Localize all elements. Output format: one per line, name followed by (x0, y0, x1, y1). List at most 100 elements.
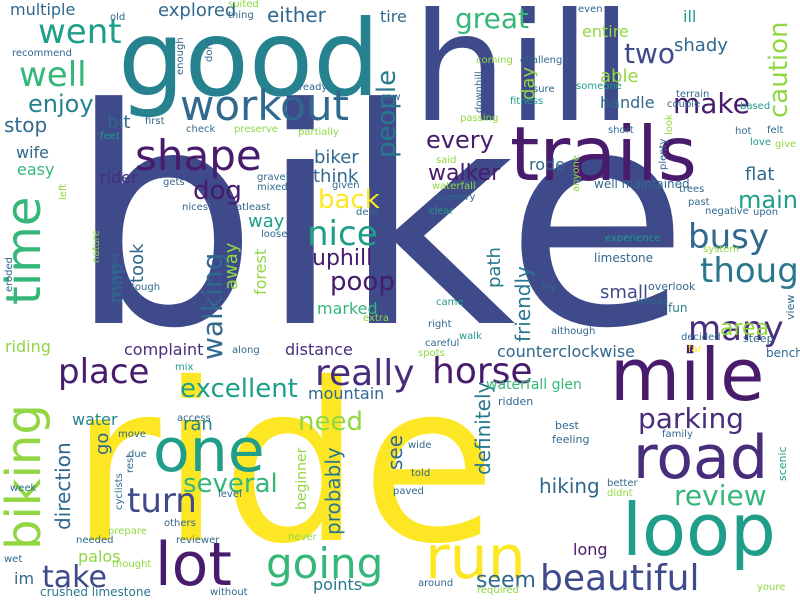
word-palos: palos (78, 547, 121, 566)
word-time: time (0, 197, 52, 305)
word-system: system (703, 244, 739, 255)
word-take: take (42, 560, 107, 595)
word-away: away (221, 242, 242, 290)
word-never: never (288, 532, 318, 543)
word-give: give (775, 139, 796, 150)
word-terrain: terrain (676, 89, 709, 100)
word-best: best (555, 419, 579, 432)
word-overlook: overlook (648, 280, 696, 293)
word-although: although (551, 326, 595, 337)
word-cyclists: cyclists (114, 473, 125, 510)
word-people: people (372, 70, 402, 158)
word-youre: youre (757, 582, 785, 593)
word-turn: turn (127, 481, 197, 521)
word-saw: saw (381, 92, 401, 103)
word-ran: ran (183, 414, 213, 435)
word-preserve: preserve (234, 124, 278, 135)
word-rode: rode (529, 155, 565, 174)
word-look: look (664, 114, 675, 135)
word-thing: thing (228, 10, 254, 21)
word-direction: direction (51, 442, 75, 530)
word-seem: seem (476, 568, 536, 593)
word-multiple: multiple (10, 0, 75, 19)
word-riding: riding (5, 337, 51, 356)
word-fitness: fitness (510, 96, 543, 107)
word-able: able (600, 66, 639, 87)
word-check: check (186, 124, 215, 135)
word-spots: spots (418, 348, 445, 359)
word-flat: flat (745, 164, 774, 185)
word-uphill: uphill (312, 246, 372, 271)
word-way: way (248, 211, 285, 232)
word-limestone: limestone (594, 251, 653, 265)
word-several: several (183, 469, 278, 499)
word-horse: horse (432, 351, 533, 392)
word-came: came (436, 297, 464, 308)
word-tire: tire (380, 7, 407, 26)
word-really: really (315, 353, 415, 394)
word-many: many (688, 309, 784, 349)
word-every: every (426, 126, 494, 154)
word-ill: ill (683, 7, 696, 26)
word-nature: nature (91, 230, 102, 263)
word-trails: trails (510, 110, 697, 198)
word-due: due (128, 449, 147, 460)
word-wife: wife (16, 143, 49, 162)
word-felt: felt (767, 125, 783, 136)
word-scenery: scenery (436, 192, 475, 203)
word-experience: experience (605, 233, 660, 244)
word-around: around (418, 578, 453, 589)
word-suited: suited (228, 0, 259, 10)
word-week: week (10, 483, 36, 494)
word-beautiful: beautiful (540, 558, 700, 599)
word-far: far (688, 344, 703, 355)
word-feeling: feeling (552, 433, 589, 446)
word-benches: benches (766, 346, 800, 360)
word-forest: forest (251, 249, 270, 295)
word-didnt: didnt (607, 488, 633, 499)
word-area: area (720, 316, 769, 341)
word-im: im (14, 569, 34, 588)
word-couple: couple (667, 99, 700, 110)
word-walker: walker (428, 161, 501, 186)
word-hiking: hiking (539, 474, 600, 498)
word-right: right (428, 319, 452, 330)
word-went: went (38, 12, 122, 52)
word-make: make (673, 87, 750, 120)
word-map: map (106, 263, 127, 303)
word-day: day (518, 67, 539, 100)
word-crushed-limestone: crushed limestone (40, 585, 151, 599)
word-wet: wet (4, 554, 22, 565)
word-told: told (411, 468, 430, 479)
word-back: back (318, 185, 380, 215)
word-beginner: beginner (294, 447, 310, 510)
word-provided: provided (110, 253, 121, 297)
word-access: access (177, 413, 211, 424)
word-definitely: definitely (471, 381, 495, 475)
word-prepare: prepare (108, 526, 147, 537)
word-biker: biker (314, 147, 359, 168)
word-think: think (313, 166, 359, 187)
word-excellent: excellent (180, 374, 298, 404)
word-bit: bit (107, 112, 130, 133)
word-poop: poop (330, 267, 395, 297)
word-wide: wide (408, 440, 431, 451)
word-ridden: ridden (498, 395, 533, 408)
word-great: great (455, 2, 529, 35)
word-challenge: challenge (520, 55, 569, 66)
word-decided: decided (681, 332, 721, 343)
word-move: move (118, 429, 146, 440)
word-waterfall: waterfall (432, 181, 476, 192)
word-trees: trees (679, 184, 704, 195)
word-counterclockwise: counterclockwise (497, 342, 635, 361)
word-walking: walking (196, 253, 229, 360)
word-road: road (633, 423, 768, 493)
word-points: points (313, 575, 362, 594)
word-tough: tough (131, 282, 160, 293)
word-water: water (72, 410, 118, 429)
word-along: along (232, 345, 260, 356)
word-took: took (127, 243, 148, 283)
word-said: said (436, 155, 456, 166)
word-atleast: atleast (236, 202, 270, 213)
